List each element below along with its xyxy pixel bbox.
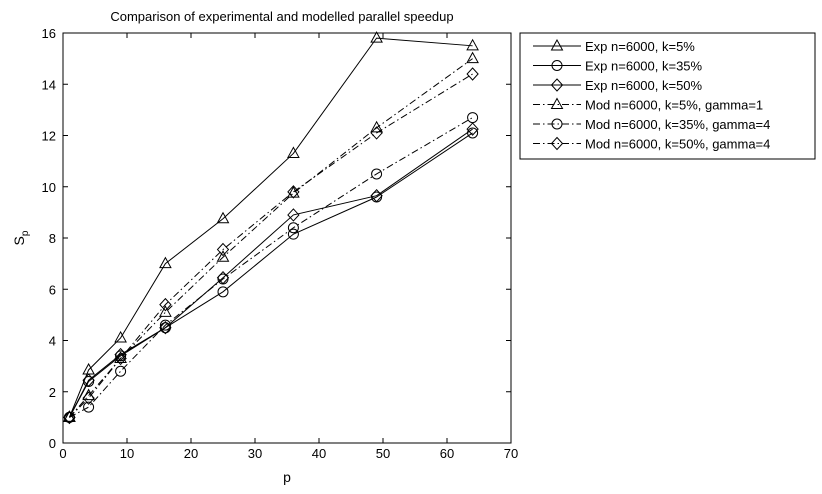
data-point-series-4 — [466, 51, 479, 64]
data-point-series-3 — [159, 320, 172, 335]
data-point-series-4 — [114, 351, 127, 363]
data-point-series-2 — [467, 127, 479, 139]
data-point-series-6 — [82, 391, 95, 405]
legend-label-1: Exp n=6000, k=5% — [585, 39, 695, 54]
x-tick-label: 20 — [184, 446, 198, 461]
series-lines — [68, 37, 473, 418]
y-axis-label: Sp — [11, 230, 31, 245]
data-point-series-4 — [63, 410, 76, 422]
data-point-series-6 — [216, 242, 230, 257]
data-point-series-3 — [287, 208, 300, 222]
data-point-series-5 — [159, 319, 171, 331]
series-line-2 — [68, 132, 473, 418]
data-point-series-5 — [371, 168, 383, 180]
x-tick-label: 0 — [59, 446, 66, 461]
y-tick-label: 6 — [49, 282, 56, 297]
y-tick-label: 0 — [49, 436, 56, 451]
data-point-series-6 — [370, 126, 383, 140]
x-axis-label: p — [283, 469, 291, 485]
plot-frame — [62, 32, 512, 444]
x-tick-label: 60 — [440, 446, 454, 461]
data-point-series-1 — [287, 146, 300, 158]
data-point-series-6 — [63, 410, 76, 425]
data-point-series-2 — [217, 286, 229, 298]
data-point-series-3 — [114, 347, 127, 362]
y-tick-label: 16 — [42, 26, 56, 41]
data-point-series-4 — [159, 305, 172, 317]
data-point-series-5 — [467, 112, 479, 124]
data-point-series-5 — [217, 273, 229, 285]
legend-box — [519, 32, 816, 160]
data-point-series-3 — [466, 122, 479, 136]
y-tick-label: 2 — [49, 385, 56, 400]
series-line-3 — [68, 128, 473, 418]
series-line-4 — [69, 58, 473, 418]
y-tick-label: 14 — [42, 77, 56, 92]
x-tick-label: 10 — [120, 446, 134, 461]
legend-marker-4 — [550, 97, 564, 109]
y-axis-label-sub: p — [20, 230, 31, 236]
data-point-series-6 — [287, 185, 300, 199]
data-point-series-6 — [466, 67, 479, 81]
y-tick-label: 4 — [49, 334, 56, 349]
data-point-series-1 — [159, 256, 172, 269]
legend-label-5: Mod n=6000, k=35%, gamma=4 — [585, 117, 770, 132]
legend-label-3: Exp n=6000, k=50% — [585, 78, 703, 93]
data-point-series-3 — [82, 373, 95, 387]
legend-label-6: Mod n=6000, k=50%, gamma=4 — [585, 137, 770, 152]
data-point-series-2 — [287, 228, 299, 240]
axes: 0 10 20 30 40 50 60 70 0 2 4 6 8 10 12 14 16 — [42, 26, 519, 461]
y-axis-label-main: S — [11, 236, 27, 245]
x-tick-label: 70 — [504, 446, 518, 461]
data-point-series-6 — [114, 351, 127, 366]
legend-label-2: Exp n=6000, k=35% — [585, 59, 703, 74]
x-tick-label: 40 — [312, 446, 326, 461]
x-tick-label: 50 — [376, 446, 390, 461]
series-line-5 — [69, 117, 473, 418]
series-markers — [63, 31, 479, 425]
data-point-series-5 — [83, 401, 95, 413]
data-point-series-4 — [216, 250, 230, 262]
series-line-6 — [69, 73, 473, 418]
data-point-series-4 — [370, 120, 383, 133]
x-tick-label: 30 — [248, 446, 262, 461]
chart-title: Comparison of experimental and modelled … — [110, 9, 453, 24]
legend: Exp n=6000, k=5% Exp n=6000, k=35% Exp n=6… — [519, 32, 816, 160]
data-point-series-1 — [370, 31, 383, 43]
y-tick-label: 12 — [42, 129, 56, 144]
data-point-series-1 — [216, 211, 230, 224]
data-point-series-5 — [115, 365, 127, 377]
legend-marker-3 — [550, 78, 564, 92]
data-point-series-1 — [466, 38, 479, 51]
legend-marker-1 — [550, 38, 564, 51]
series-line-1 — [68, 37, 473, 418]
data-point-series-6 — [159, 297, 172, 312]
data-point-series-5 — [287, 222, 299, 234]
y-tick-label: 10 — [42, 180, 56, 195]
data-point-series-3 — [370, 188, 383, 203]
legend-marker-2 — [551, 60, 563, 71]
legend-marker-5 — [551, 118, 563, 130]
legend-marker-6 — [550, 136, 564, 151]
y-tick-label: 8 — [49, 231, 56, 246]
data-point-series-1 — [114, 330, 127, 343]
legend-label-4: Mod n=6000, k=5%, gamma=1 — [585, 98, 763, 113]
